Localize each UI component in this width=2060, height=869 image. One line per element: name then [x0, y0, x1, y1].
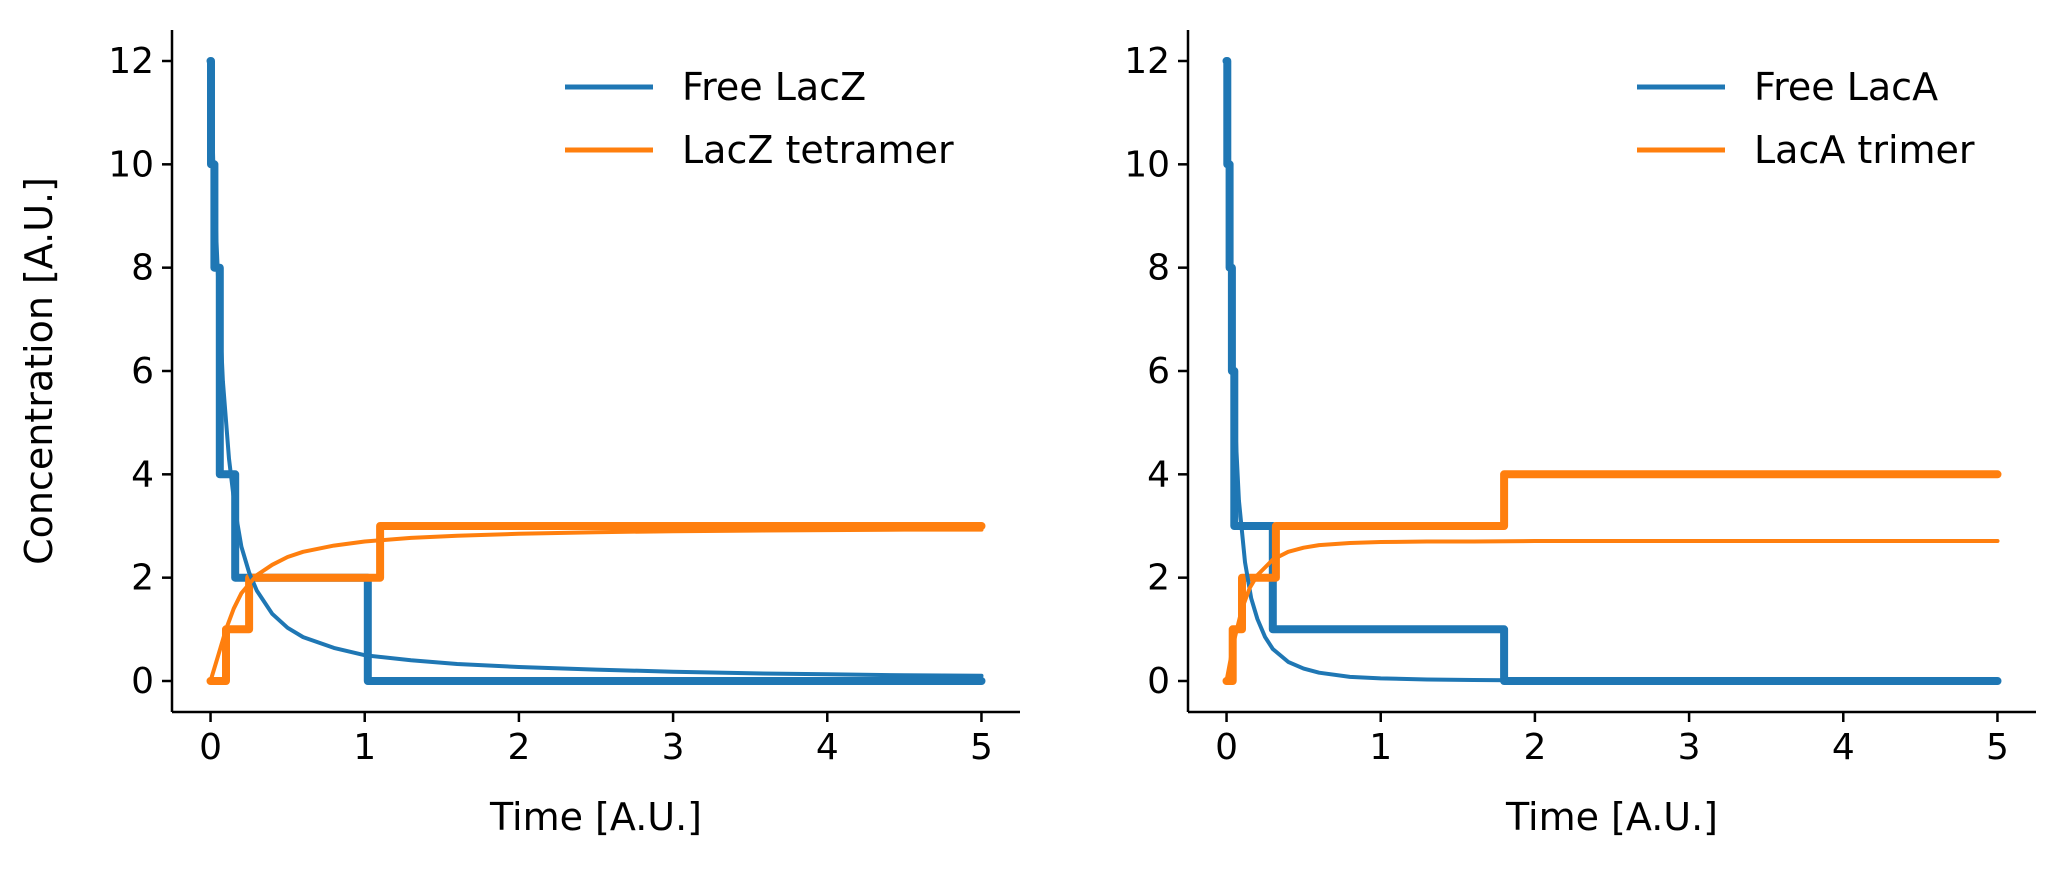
- x-tick-label: 4: [816, 727, 839, 768]
- legend-label: LacA trimer: [1754, 128, 1975, 172]
- y-tick-label: 12: [108, 41, 154, 82]
- x-tick-label: 0: [1215, 727, 1238, 768]
- y-tick-label: 4: [1147, 454, 1170, 495]
- series-line-lacz-tetramer: [208, 527, 984, 683]
- x-tick-label: 1: [353, 727, 376, 768]
- series-line-free-laca: [1224, 59, 2000, 683]
- y-tick-label: 12: [1124, 41, 1170, 82]
- x-tick-label: 4: [1832, 727, 1855, 768]
- stochastic-complex-trace: [206, 522, 986, 685]
- legend-label: LacZ tetramer: [682, 128, 954, 172]
- y-tick-label: 10: [108, 144, 154, 185]
- y-tick-label: 6: [131, 351, 154, 392]
- y-axis-label: Concentration [A.U.]: [17, 177, 61, 565]
- x-axis-label: Time [A.U.]: [489, 795, 702, 839]
- y-tick-label: 8: [131, 248, 154, 289]
- x-tick-label: 5: [1986, 727, 2009, 768]
- x-tick-label: 2: [1523, 727, 1546, 768]
- y-tick-label: 4: [131, 454, 154, 495]
- x-tick-label: 2: [507, 727, 530, 768]
- y-tick-label: 0: [1147, 661, 1170, 702]
- x-tick-label: 5: [970, 727, 993, 768]
- y-tick-label: 0: [131, 661, 154, 702]
- y-tick-label: 2: [131, 558, 154, 599]
- y-tick-label: 2: [1147, 558, 1170, 599]
- series-line-free-lacz: [208, 59, 984, 678]
- y-tick-label: 10: [1124, 144, 1170, 185]
- x-tick-label: 0: [199, 727, 222, 768]
- x-axis-label: Time [A.U.]: [1505, 795, 1718, 839]
- y-tick-label: 8: [1147, 248, 1170, 289]
- series-line-laca-trimer: [1224, 539, 2000, 683]
- legend-label: Free LacZ: [682, 65, 866, 109]
- x-tick-label: 3: [662, 727, 685, 768]
- y-tick-label: 6: [1147, 351, 1170, 392]
- stochastic-complex-trace: [1222, 470, 2002, 685]
- x-tick-label: 1: [1369, 727, 1392, 768]
- x-tick-label: 3: [1678, 727, 1701, 768]
- legend-label: Free LacA: [1754, 65, 1938, 109]
